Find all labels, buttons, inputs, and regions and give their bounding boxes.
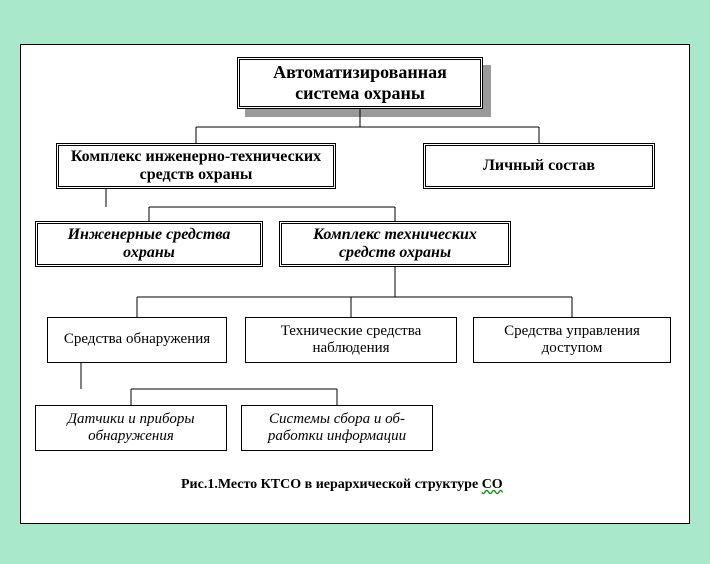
node-access: Средства управления доступом [473,317,671,363]
node-sensors: Датчики и приборы обнаружения [35,405,227,451]
node-ktso: Комплекс технических средств охраны [279,221,511,267]
node-kits: Комплекс инженерно-технических средств о… [56,143,336,189]
diagram-frame: Автоматизированная система охраны Компле… [20,44,690,524]
node-staff: Личный состав [423,143,655,189]
node-detect: Средства обнаружения [47,317,227,363]
node-eng: Инженерные средства охраны [35,221,263,267]
node-root: Автоматизированная система охраны [237,57,483,109]
node-systems: Системы сбора и об-работки информации [241,405,433,451]
caption: Рис.1.Место КТСО в иерархической структу… [181,477,503,493]
node-observe: Технические средства наблюдения [245,317,457,363]
